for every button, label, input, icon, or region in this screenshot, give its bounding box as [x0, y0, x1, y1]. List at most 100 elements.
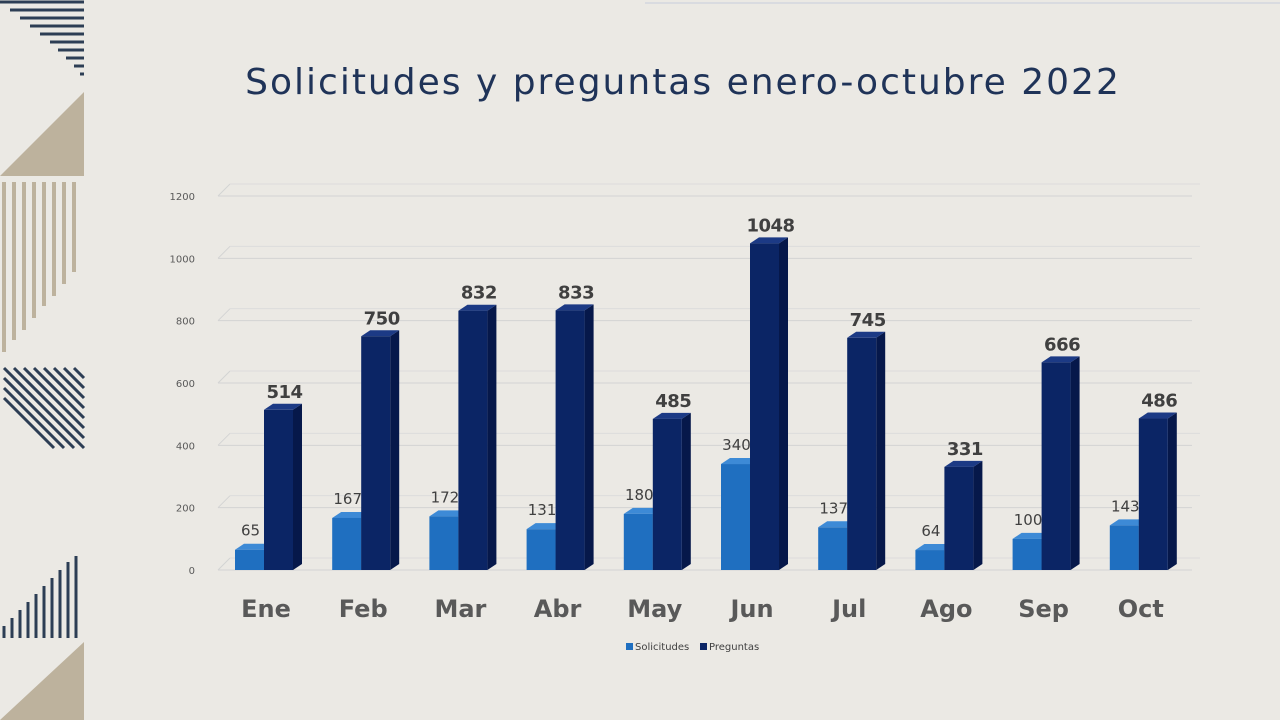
gridline-depth — [217, 245, 231, 259]
bar-preguntas — [750, 243, 779, 570]
data-label-solicitudes: 137 — [819, 499, 848, 517]
x-category-label: Jul — [830, 595, 866, 623]
y-tick-label: 0 — [189, 566, 195, 577]
bar-preguntas-top — [750, 237, 788, 244]
data-label-preguntas: 486 — [1141, 391, 1177, 412]
bar-preguntas-side — [390, 330, 400, 570]
x-category-label: Ago — [920, 595, 972, 623]
legend-label-preguntas: Preguntas — [709, 642, 759, 653]
x-category-label: Abr — [534, 595, 582, 623]
bar-solicitudes-top — [915, 544, 954, 551]
bar-solicitudes — [1109, 525, 1139, 570]
bar-solicitudes-top — [1109, 519, 1148, 526]
bar-solicitudes — [915, 550, 945, 570]
data-label-solicitudes: 65 — [241, 522, 260, 540]
chart-title: Solicitudes y preguntas enero-octubre 20… — [245, 62, 1121, 103]
bar-solicitudes-top — [623, 507, 662, 514]
bar-solicitudes-top — [1012, 532, 1051, 539]
bar-preguntas-side — [779, 237, 788, 570]
data-label-solicitudes: 131 — [528, 501, 557, 519]
bar-solicitudes-top — [235, 543, 273, 550]
y-tick-label: 1200 — [170, 192, 195, 203]
bar-preguntas-top — [1138, 412, 1177, 419]
bar-solicitudes — [818, 527, 848, 570]
data-label-solicitudes: 340 — [722, 436, 751, 454]
data-label-preguntas: 331 — [947, 439, 983, 460]
data-label-solicitudes: 100 — [1014, 511, 1043, 529]
y-tick-label: 1000 — [170, 254, 195, 265]
bar-preguntas-top — [944, 460, 983, 467]
y-tick-label: 400 — [176, 441, 195, 452]
data-label-preguntas: 666 — [1044, 334, 1080, 355]
bar-preguntas-top — [652, 412, 691, 419]
bar-solicitudes — [721, 464, 750, 570]
bar-preguntas — [361, 336, 391, 570]
bar-solicitudes-top — [526, 523, 565, 530]
legend-swatch-preguntas — [700, 643, 707, 650]
bar-preguntas-top — [555, 304, 594, 311]
data-label-solicitudes: 167 — [333, 490, 362, 508]
tan-stripes — [2, 182, 76, 352]
data-label-preguntas: 514 — [266, 382, 302, 403]
bar-preguntas — [1041, 362, 1071, 570]
bar-preguntas — [458, 310, 488, 570]
data-label-solicitudes: 172 — [431, 488, 460, 506]
bar-preguntas-side — [293, 403, 302, 570]
gridline-depth — [217, 495, 231, 509]
bar-solicitudes — [429, 516, 459, 570]
bar-preguntas — [652, 418, 682, 570]
tan-triangle-top — [0, 92, 84, 176]
bar-preguntas — [264, 409, 293, 570]
gridline-depth — [217, 370, 231, 384]
bar-preguntas-side — [1167, 412, 1177, 570]
bar-solicitudes — [235, 549, 264, 570]
data-label-solicitudes: 143 — [1111, 497, 1140, 515]
stripe-triangle-bottom — [2, 556, 78, 638]
gridline-depth — [217, 183, 231, 197]
legend-label-solicitudes: Solicitudes — [635, 642, 689, 653]
bar-solicitudes — [526, 529, 556, 570]
data-label-preguntas: 485 — [655, 391, 691, 412]
tan-triangle-bottom — [0, 642, 84, 720]
bar-preguntas-side — [584, 304, 594, 570]
decorative-pattern — [0, 0, 86, 720]
bar-solicitudes — [1012, 538, 1042, 570]
bar-preguntas-top — [1041, 356, 1080, 363]
bar-preguntas-side — [487, 304, 497, 570]
bar-preguntas — [944, 466, 974, 570]
data-label-preguntas: 745 — [850, 310, 886, 331]
bar-preguntas-top — [847, 331, 886, 338]
bar-solicitudes-top — [332, 511, 371, 518]
diagonal-stripes — [2, 366, 86, 450]
bar-preguntas — [847, 337, 877, 570]
bar-preguntas-side — [973, 460, 983, 570]
legend-swatch-solicitudes — [626, 643, 633, 650]
bar-solicitudes-top — [429, 510, 468, 517]
bar-preguntas — [1138, 418, 1168, 570]
x-category-label: Oct — [1118, 595, 1164, 623]
gridline-depth — [217, 308, 231, 322]
bar-preguntas-top — [458, 304, 497, 311]
bar-preguntas-side — [876, 331, 886, 570]
top-divider-line — [645, 2, 1280, 4]
x-category-label: May — [627, 595, 682, 623]
gridline-depth — [217, 432, 231, 446]
bar-preguntas-side — [681, 412, 691, 570]
data-label-preguntas: 1048 — [746, 215, 794, 236]
bar-solicitudes-top — [721, 458, 759, 465]
data-label-solicitudes: 64 — [921, 522, 940, 540]
x-category-label: Feb — [339, 595, 388, 623]
x-category-label: Ene — [241, 595, 291, 623]
x-category-label: Sep — [1018, 595, 1069, 623]
y-tick-label: 600 — [176, 379, 195, 390]
bar-solicitudes — [332, 517, 362, 570]
data-label-preguntas: 750 — [364, 308, 400, 329]
bar-preguntas — [555, 310, 585, 570]
x-category-label: Jun — [728, 595, 773, 623]
bar-preguntas-top — [361, 330, 400, 337]
y-tick-label: 200 — [176, 504, 195, 515]
bar-solicitudes — [623, 513, 653, 570]
bar-preguntas-top — [264, 403, 302, 410]
